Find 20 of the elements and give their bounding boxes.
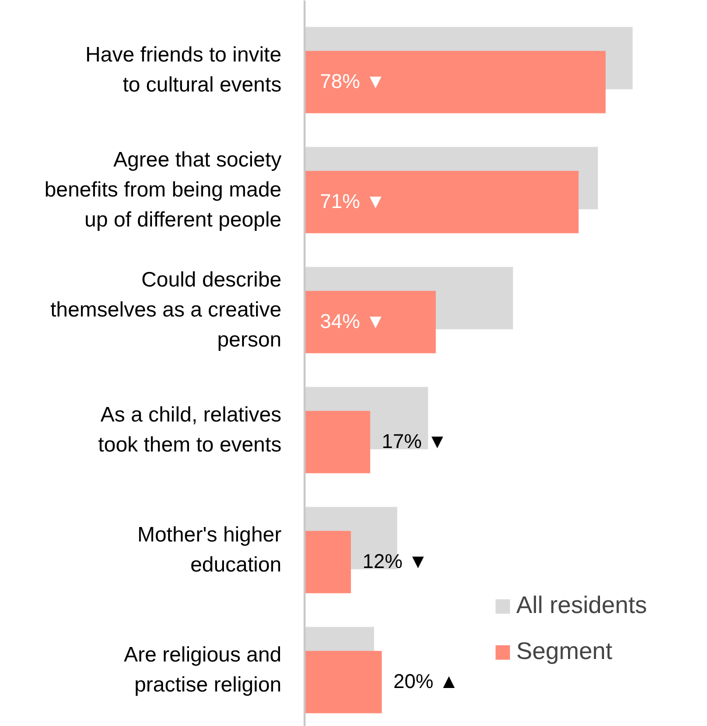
bar — [304, 50, 606, 114]
data-label: 17% ▼ — [382, 431, 448, 454]
bar — [304, 530, 351, 594]
data-label: 20% ▲ — [393, 671, 459, 694]
legend-label: Segment — [516, 638, 612, 666]
data-label: 34% ▼ — [320, 311, 386, 334]
bar — [304, 290, 436, 354]
y-tick-label: Are religious and practise religion — [124, 644, 282, 697]
y-tick-label: As a child, relatives took them to events — [98, 404, 282, 457]
y-tick-label: Agree that society benefits from being made up of different people — [44, 148, 282, 232]
data-label: 71% ▼ — [320, 191, 386, 214]
bar — [304, 410, 370, 474]
y-tick-label: Mother's higher education — [137, 524, 282, 577]
bar — [304, 170, 579, 234]
bar — [304, 650, 382, 714]
legend-label: All residents — [516, 592, 647, 620]
y-tick-label: Could describe themselves as a creative person — [50, 268, 282, 352]
data-label: 12% ▼ — [362, 551, 428, 574]
data-label: 78% ▼ — [320, 71, 386, 94]
y-tick-label: Have friends to invite to cultural events — [85, 44, 282, 97]
